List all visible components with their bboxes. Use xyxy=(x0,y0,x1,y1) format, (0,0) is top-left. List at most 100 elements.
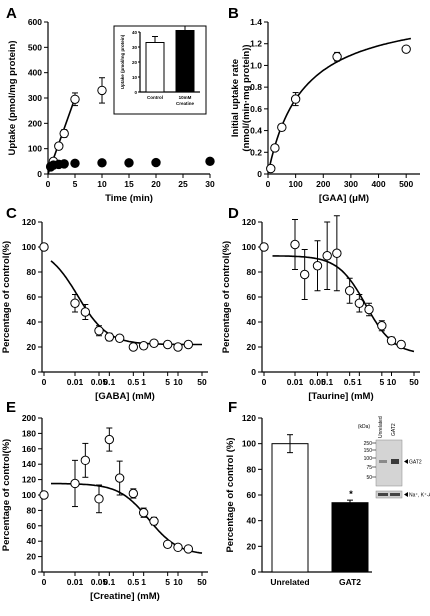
panel-d-data-point xyxy=(332,248,342,258)
panel-f-ytick-label: 80 xyxy=(247,464,257,474)
panel-f-blot-band xyxy=(378,493,388,496)
panel-b-ytick-label: 1.0 xyxy=(250,60,262,70)
panel-f-ytick-label: 120 xyxy=(242,413,256,423)
panel-f-blot-control-label: Na⁺, K⁺-ATPase xyxy=(409,493,430,499)
panel-d-ytick-label: 40 xyxy=(247,317,257,327)
panel-e-ytick-label: 20 xyxy=(27,552,37,562)
panel-letter-f: F xyxy=(228,399,237,416)
panel-e-xlabel: [Creatine] (mM) xyxy=(90,591,160,602)
panel-a-data-point xyxy=(97,158,107,168)
panel-f-ytick-label: 40 xyxy=(247,516,257,526)
panel-a-inset-ytick-label: 20 xyxy=(132,60,138,65)
panel-a-ytick-label: 200 xyxy=(28,118,42,128)
panel-c-xtick-label: 5 xyxy=(165,377,170,387)
panel-e-data-point xyxy=(80,455,91,466)
panel-e-xtick-label: 5 xyxy=(165,577,170,587)
panel-b-ytick-label: 1.4 xyxy=(250,17,262,27)
panel-a-data-point xyxy=(151,157,161,168)
panel-f-blot-marker-label: 250 xyxy=(364,441,373,447)
panel-d-xtick-label: 50 xyxy=(409,377,419,387)
panel-f-bar xyxy=(331,502,369,573)
panel-f-blot-band xyxy=(379,460,387,463)
panel-a-data-point xyxy=(70,94,80,104)
panel-a-data-point xyxy=(59,159,69,169)
panel-f-blot-marker-label: 50 xyxy=(366,475,372,481)
panel-b-data-point xyxy=(401,44,411,54)
panel-a-xtick-label: 10 xyxy=(97,179,107,189)
panel-a-inset-ylabel: Uptake (pmol/mg protein) xyxy=(120,34,125,89)
panel-e-data-point xyxy=(94,494,104,504)
panel-d-xtick-label: 0.01 xyxy=(287,377,304,387)
panel-f-ylabel: Percentage of control (%) xyxy=(225,437,236,552)
panel-c-xtick-label: 0.05 xyxy=(91,377,108,387)
panel-d-data-point xyxy=(299,269,310,280)
panel-e-ytick-label: 120 xyxy=(22,475,36,485)
panel-f-blot-arrow-icon xyxy=(404,492,408,497)
panel-a-inset-bar xyxy=(145,42,165,93)
panel-a-xlabel: Time (min) xyxy=(105,193,153,204)
panel-b-axes xyxy=(267,22,420,175)
panel-e-data-point xyxy=(183,544,194,554)
panel-c-axes xyxy=(41,222,208,373)
panel-b-ytick-label: 0.6 xyxy=(250,104,262,114)
panel-d-data-point xyxy=(386,336,397,346)
panel-e-data-point xyxy=(173,542,183,553)
panel-a-data-point xyxy=(205,156,215,167)
panel-a-ylabel: Uptake (pmol/mg protein) xyxy=(7,40,18,155)
panel-c-ytick-label: 60 xyxy=(27,292,37,302)
panel-f-ytick-label: 60 xyxy=(247,490,257,500)
panel-e-data-point xyxy=(114,473,125,483)
panel-b: 0 0.2 0.4 0.6 0.8 1.0 1.2 1.4 0 100 200 300 400 500 In… xyxy=(230,17,420,204)
panel-b-ytick-label: 0.4 xyxy=(250,126,262,136)
panel-d-data-point xyxy=(259,242,269,252)
panel-a-xtick-label: 30 xyxy=(205,179,215,189)
panel-a-data-point xyxy=(124,158,134,168)
panel-d-ytick-label: 100 xyxy=(242,242,256,252)
panel-c-data-point xyxy=(173,342,183,352)
panel-f-blot-loading-membrane xyxy=(375,490,403,499)
panel-b-ytick-label: 0.8 xyxy=(250,82,262,92)
panel-f-significance-marker: * xyxy=(349,489,353,500)
panel-letter-c: C xyxy=(6,205,17,222)
panel-b-ylabel: (nmol/(min·mg protein)) xyxy=(241,44,252,151)
panel-d-axes xyxy=(261,222,420,373)
panel-c-ytick-label: 80 xyxy=(27,267,37,277)
panel-c-xtick-label: 50 xyxy=(197,377,207,387)
panel-e-ytick-label: 180 xyxy=(22,428,36,438)
panel-c-data-point xyxy=(39,242,49,252)
panel-f-blot-marker-label: 75 xyxy=(366,465,372,471)
panel-e-ytick-label: 160 xyxy=(22,444,36,454)
panel-f-category-label: GAT2 xyxy=(339,577,361,587)
panel-d-data-point xyxy=(312,261,323,271)
panel-d-ytick-label: 20 xyxy=(247,342,257,352)
panel-d-xtick-label: 1 xyxy=(357,377,362,387)
panel-b-xtick-label: 300 xyxy=(344,179,358,189)
panel-d-data-point xyxy=(344,286,355,296)
panel-b-xtick-label: 100 xyxy=(289,179,303,189)
panel-a-xtick-label: 25 xyxy=(178,179,188,189)
panel-letter-a: A xyxy=(6,5,17,22)
panel-c-ytick-label: 20 xyxy=(27,342,37,352)
panel-d-ytick-label: 80 xyxy=(247,267,257,277)
panel-b-ylabel: Initial uptake rate xyxy=(230,59,241,137)
panel-c-ytick-label: 120 xyxy=(22,217,36,227)
panel-b-data-point xyxy=(332,52,342,62)
panel-d-ylabel: Percentage of control(%) xyxy=(221,241,232,353)
panel-e-xtick-label: 0.05 xyxy=(91,577,108,587)
panel-e-ylabel: Percentage of control(%) xyxy=(1,439,12,551)
panel-d-ytick-label: 120 xyxy=(242,217,256,227)
panel-d-xtick-label: 0 xyxy=(262,377,267,387)
panel-f-bar xyxy=(271,443,309,573)
panel-a-ytick-label: 400 xyxy=(28,68,42,78)
panel-a-ytick-label: 100 xyxy=(28,144,42,154)
panel-a-inset-category-label: 10mM xyxy=(179,95,192,100)
panel-b-data-point xyxy=(277,122,287,133)
panel-c-xtick-label: 1 xyxy=(141,377,146,387)
panel-letter-b: B xyxy=(228,5,239,22)
panel-b-xtick-label: 500 xyxy=(399,179,413,189)
panel-c-data-point xyxy=(162,339,173,350)
panel-e-xtick-label: 0.1 xyxy=(103,577,115,587)
panel-c-data-point xyxy=(94,326,104,336)
